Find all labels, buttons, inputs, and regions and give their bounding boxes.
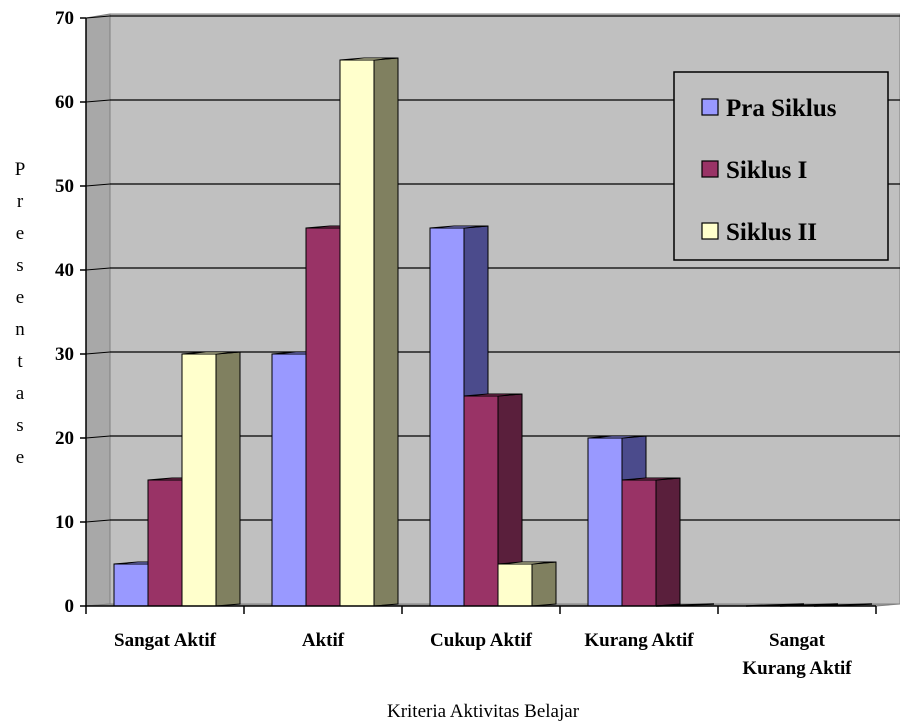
x-tick-label: Kurang Aktif — [584, 630, 694, 651]
y-tick-label: 40 — [55, 260, 74, 281]
legend-label: Pra Siklus — [726, 95, 837, 122]
gridline-side — [85, 351, 111, 355]
plot-side-wall — [85, 13, 111, 607]
bar-side — [531, 561, 557, 607]
bar-front — [497, 563, 533, 607]
bar-front — [339, 59, 375, 607]
gridline-side — [85, 267, 111, 271]
legend-label: Siklus II — [726, 219, 817, 246]
legend-swatch — [701, 160, 719, 178]
legend-swatch — [701, 98, 719, 116]
bar-front — [147, 479, 183, 607]
y-tick-label: 30 — [55, 344, 74, 365]
x-tick-label: Aktif — [302, 630, 345, 651]
bar-front — [113, 563, 149, 607]
axes-group: 0 10 20 30 40 50 60 70 Sangat Aktif Aktif Cukup Ak… — [55, 8, 877, 679]
bar — [339, 57, 399, 607]
axis-titles: Kriteria Aktivitas Belajar P r e s e n t a s e — [15, 159, 580, 722]
bar-front — [587, 437, 623, 607]
legend-label: Siklus I — [726, 157, 807, 184]
bar — [497, 561, 557, 607]
x-axis-title: Kriteria Aktivitas Belajar — [387, 701, 580, 722]
bar — [621, 477, 681, 607]
bar-front — [271, 353, 307, 607]
bar-front — [305, 227, 341, 607]
x-tick-label: Kurang Aktif — [742, 658, 852, 679]
bar-front — [181, 353, 217, 607]
legend-swatch — [701, 222, 719, 240]
bars-group — [113, 57, 873, 607]
y-tick-label: 70 — [55, 8, 74, 29]
gridline-side — [85, 99, 111, 103]
y-tick-label: 60 — [55, 92, 74, 113]
y-tick-label: 50 — [55, 176, 74, 197]
bar-front — [429, 227, 465, 607]
bar-side — [373, 57, 399, 607]
x-tick-label: Cukup Aktif — [430, 630, 533, 651]
bar-front — [621, 479, 657, 607]
x-tick-label: Sangat Aktif — [114, 630, 217, 651]
y-tick-label: 0 — [65, 596, 75, 617]
gridline-side — [85, 15, 111, 19]
y-tick-label: 20 — [55, 428, 74, 449]
bar-side — [655, 477, 681, 607]
gridline-side — [85, 183, 111, 187]
x-tick-label: Sangat — [769, 630, 826, 651]
bar — [181, 351, 241, 607]
bar-side — [215, 351, 241, 607]
legend: Pra Siklus Siklus I Siklus II — [673, 71, 889, 261]
bar-front — [463, 395, 499, 607]
gridline-side — [85, 519, 111, 523]
gridline-side — [85, 435, 111, 439]
y-tick-label: 10 — [55, 512, 74, 533]
